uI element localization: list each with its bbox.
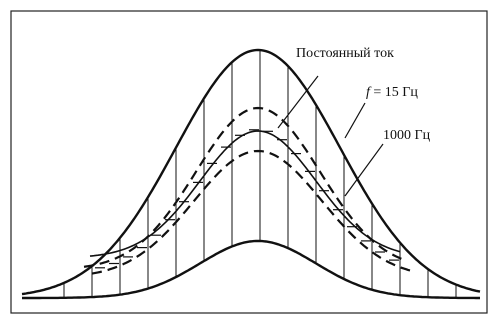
inner-bottom-curve [22,239,480,300]
f-symbol: f [366,85,372,100]
f15-dashed-curve [83,106,407,268]
f15-leader-line [344,102,366,139]
dc-label: Постоянный ток [296,46,394,61]
outer-bell-curve [21,48,481,296]
f15-value: = 15 Гц [370,85,418,100]
diagram-frame [10,10,488,314]
f1000-leader-line [344,143,384,197]
dc-leader-line [277,75,319,129]
f1000-label: 1000 Гц [383,128,431,143]
f15-label: f = 15 Гц [366,85,418,100]
band-cross-hatch [95,129,399,269]
